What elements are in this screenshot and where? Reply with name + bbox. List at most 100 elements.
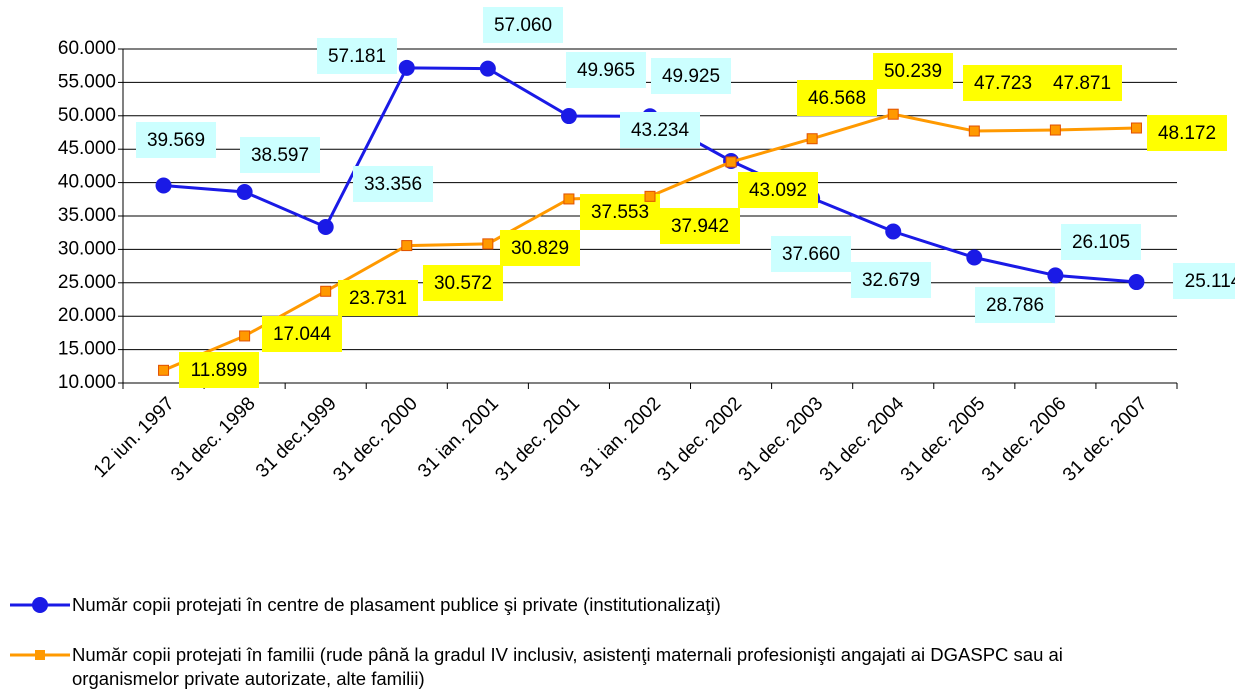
marker (887, 108, 899, 120)
data-label: 30.572 (434, 273, 492, 294)
data-label: 37.660 (782, 244, 840, 265)
data-label: 43.092 (749, 180, 807, 201)
data-label: 23.731 (349, 288, 407, 309)
data-label-bg (873, 53, 953, 89)
data-label-bg (1042, 65, 1122, 101)
data-label-bg (240, 137, 320, 173)
legend-label: Număr copii protejati în familii (rude p… (72, 644, 1063, 689)
marker (560, 108, 577, 125)
data-label: 28.786 (986, 295, 1044, 316)
x-tick-label: 31 ian. 2001 (414, 393, 503, 482)
marker (401, 240, 413, 252)
marker (968, 125, 980, 137)
legend-entry: Număr copii protejati în centre de plasa… (0, 593, 1200, 617)
marker (155, 177, 172, 194)
data-label: 48.172 (1158, 123, 1216, 144)
x-tick-label: 12 iun. 1997 (90, 393, 179, 482)
data-label-bg (500, 230, 580, 266)
data-label: 25.114 (1185, 271, 1235, 292)
marker (806, 133, 818, 145)
x-tick-label: 31 dec. 2001 (491, 393, 584, 486)
y-tick-label: 40.000 (58, 172, 116, 193)
data-label: 38.597 (251, 145, 309, 166)
data-label-bg (262, 316, 342, 352)
data-label-bg (179, 352, 259, 388)
data-label-bg (620, 112, 700, 148)
marker (320, 285, 332, 297)
y-tick-label: 15.000 (58, 339, 116, 360)
data-label-bg (738, 172, 818, 208)
x-tick-label: 31 dec.1999 (252, 393, 341, 482)
data-label: 57.181 (328, 46, 386, 67)
x-tick-label: 31 dec. 2004 (816, 393, 909, 486)
x-tick-label: 31 dec. 1998 (167, 393, 260, 486)
marker (317, 218, 334, 235)
data-label: 57.060 (494, 15, 552, 36)
marker (1128, 274, 1145, 291)
x-tick-label: 31 dec. 2007 (1059, 393, 1152, 486)
data-label: 46.568 (808, 88, 866, 109)
data-label: 26.105 (1072, 232, 1130, 253)
marker (966, 249, 983, 266)
data-label-bg (963, 65, 1043, 101)
data-label: 11.899 (191, 360, 248, 381)
y-tick-label: 10.000 (58, 372, 116, 393)
marker (1047, 267, 1064, 284)
marker (725, 156, 737, 168)
marker (158, 364, 170, 376)
x-tick-label: 31 dec. 2003 (735, 393, 828, 486)
y-tick-label: 20.000 (58, 305, 116, 326)
marker (1130, 122, 1142, 134)
data-label-bg (1061, 224, 1141, 260)
data-label-bg (771, 236, 851, 272)
x-tick-label: 31 dec. 2002 (654, 393, 747, 486)
data-label: 47.871 (1053, 73, 1111, 94)
data-label-bg (317, 38, 397, 74)
chart: 10.000 15.000 20.000 25.000 30.000 35.000 40.0… (58, 7, 1235, 486)
data-label-bg (483, 7, 563, 43)
data-label: 49.925 (662, 66, 720, 87)
data-label: 49.965 (577, 60, 635, 81)
data-label-bg (136, 122, 216, 158)
data-label: 30.829 (511, 238, 569, 259)
data-label-bg (566, 52, 646, 88)
y-tick-label: 55.000 (58, 71, 116, 92)
data-label: 32.679 (862, 270, 920, 291)
marker (479, 60, 496, 77)
data-label: 47.723 (974, 73, 1032, 94)
data-label-bg (851, 262, 931, 298)
y-tick-label: 35.000 (58, 205, 116, 226)
marker (239, 330, 251, 342)
marker (885, 223, 902, 240)
x-tick-label: 31 ian. 2002 (576, 393, 665, 482)
data-label: 37.942 (671, 216, 729, 237)
data-label: 33.356 (364, 174, 422, 195)
marker (482, 238, 494, 250)
data-label-bg (660, 208, 740, 244)
x-tick-label: 31 dec. 2006 (978, 393, 1071, 486)
marker (1049, 124, 1061, 136)
legend-swatch (10, 597, 70, 613)
marker (398, 59, 415, 76)
y-tick-label: 50.000 (58, 105, 116, 126)
y-tick-label: 30.000 (58, 238, 116, 259)
data-label: 43.234 (631, 120, 690, 141)
data-label: 39.569 (147, 130, 205, 151)
data-label: 37.553 (591, 202, 649, 223)
data-label: 50.239 (884, 61, 942, 82)
data-label: 17.044 (273, 324, 332, 345)
legend-swatch (10, 650, 70, 660)
marker (644, 190, 656, 202)
legend-entry: Număr copii protejati în familii (rude p… (0, 643, 1200, 691)
y-tick-label: 25.000 (58, 272, 116, 293)
data-label-bg (353, 166, 433, 202)
legend-marker (35, 650, 45, 660)
data-label-bg (797, 80, 877, 116)
data-label-bg (423, 265, 503, 301)
x-tick-label: 31 dec. 2005 (897, 393, 990, 486)
y-tick-label: 45.000 (58, 138, 116, 159)
legend-label: Număr copii protejati în centre de plasa… (72, 594, 721, 615)
legend-marker (32, 597, 48, 613)
data-label-bg (651, 58, 731, 94)
